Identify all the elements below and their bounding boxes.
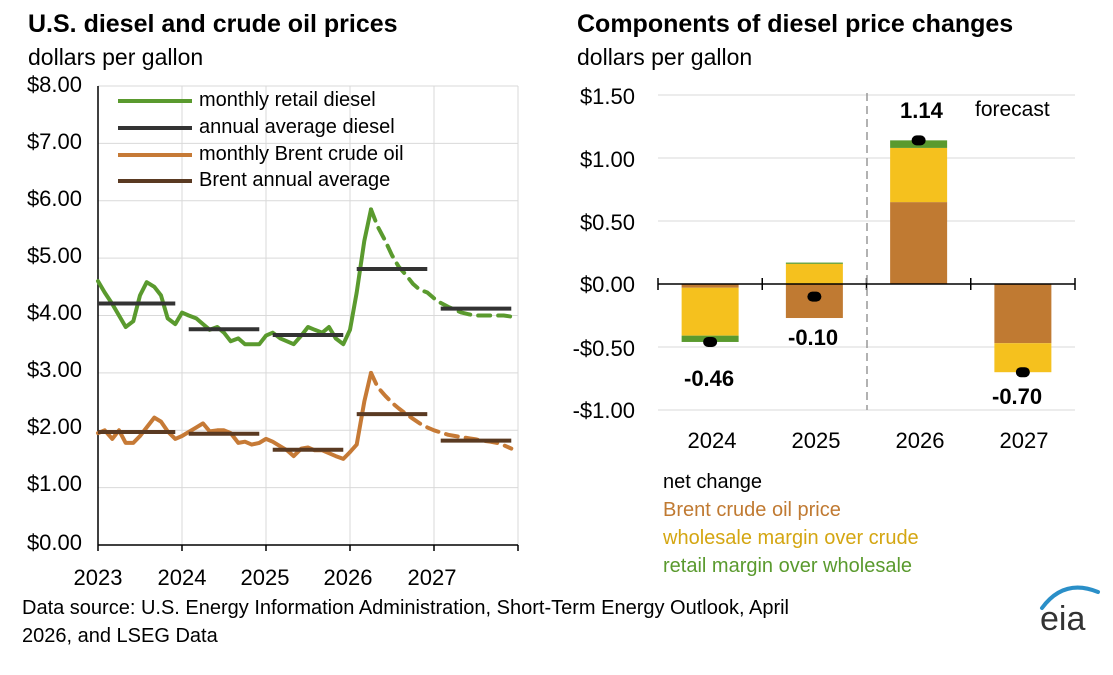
left-series [96, 207, 514, 461]
net-change-label-2025: -0.10 [788, 325, 839, 350]
eia-logo-arc [1040, 585, 1100, 610]
bar-segment-2025-series-2 [785, 262, 843, 264]
right-chart-subtitle: dollars per gallon [577, 44, 753, 70]
left-chart-subtitle: dollars per gallon [28, 44, 204, 70]
right-y-tick: $1.00 [579, 147, 635, 172]
right-bar-chart [657, 93, 1076, 411]
left-y-tick: $7.00 [26, 129, 82, 154]
net-change-label-2026: 1.14 [900, 98, 943, 123]
legend-retail-margin: retail margin over wholesale [663, 555, 913, 577]
left-y-tick: $2.00 [26, 414, 82, 439]
legend-label-annual-diesel: annual average diesel [199, 116, 395, 138]
bar-segment-2026-series-0 [890, 202, 948, 284]
left-legend [118, 99, 192, 183]
left-y-tick: $3.00 [26, 357, 82, 382]
legend-label-brent-annual: Brent annual average [199, 169, 391, 191]
right-y-tick: -$1.00 [572, 398, 635, 423]
left-y-tick: $6.00 [26, 186, 82, 211]
right-x-tick: 2027 [999, 428, 1049, 453]
right-y-tick: $0.50 [579, 210, 635, 235]
left-y-tick: $4.00 [26, 300, 82, 325]
legend-brent-crude: Brent crude oil price [663, 499, 841, 521]
series-0-historical-line [96, 207, 373, 347]
left-y-tick: $0.00 [26, 530, 82, 555]
eia-logo: eia [1040, 585, 1100, 638]
right-y-tick: -$0.50 [572, 336, 635, 361]
left-y-tick: $8.00 [26, 72, 82, 97]
forecast-label: forecast [975, 98, 1050, 121]
left-y-tick: $5.00 [26, 243, 82, 268]
net-change-marker-2026 [911, 135, 926, 146]
right-chart-title: Components of diesel price changes [577, 10, 1014, 38]
left-x-tick: 2024 [157, 565, 207, 590]
left-x-tick: 2026 [323, 565, 373, 590]
net-change-marker-2027 [1015, 367, 1030, 378]
legend-net-change: net change [663, 471, 762, 493]
data-source-line-1: Data source: U.S. Energy Information Adm… [22, 597, 789, 619]
left-chart-title: U.S. diesel and crude oil prices [28, 10, 398, 38]
legend-label-retail-diesel: monthly retail diesel [199, 89, 376, 111]
left-axes [97, 86, 519, 551]
right-net-change-markers [703, 135, 1030, 378]
eia-logo-text: eia [1040, 600, 1085, 638]
net-change-marker-2024 [703, 336, 718, 347]
left-x-tick: 2027 [407, 565, 457, 590]
left-y-tick: $1.00 [26, 471, 82, 496]
net-change-label-2027: -0.70 [992, 384, 1043, 409]
right-x-tick: 2025 [791, 428, 841, 453]
bar-segment-2025-series-1 [785, 263, 843, 284]
left-x-tick: 2025 [240, 565, 290, 590]
legend-label-brent: monthly Brent crude oil [199, 143, 404, 165]
net-change-label-2024: -0.46 [684, 366, 735, 391]
right-x-tick: 2024 [687, 428, 737, 453]
left-line-chart [96, 85, 519, 551]
right-y-tick: $0.00 [579, 272, 635, 297]
data-source-line-2: 2026, and LSEG Data [22, 625, 218, 647]
right-y-tick: $1.50 [579, 84, 635, 109]
bar-segment-2024-series-1 [681, 287, 739, 336]
left-x-tick: 2023 [73, 565, 123, 590]
bar-segment-2027-series-0 [994, 284, 1052, 344]
legend-wholesale-margin: wholesale margin over crude [663, 527, 919, 549]
series-0-forecast-line [369, 207, 514, 319]
net-change-marker-2025 [807, 291, 822, 302]
bar-segment-2026-series-1 [890, 147, 948, 203]
bar-segment-2024-series-0 [681, 284, 739, 288]
right-x-tick: 2026 [895, 428, 945, 453]
